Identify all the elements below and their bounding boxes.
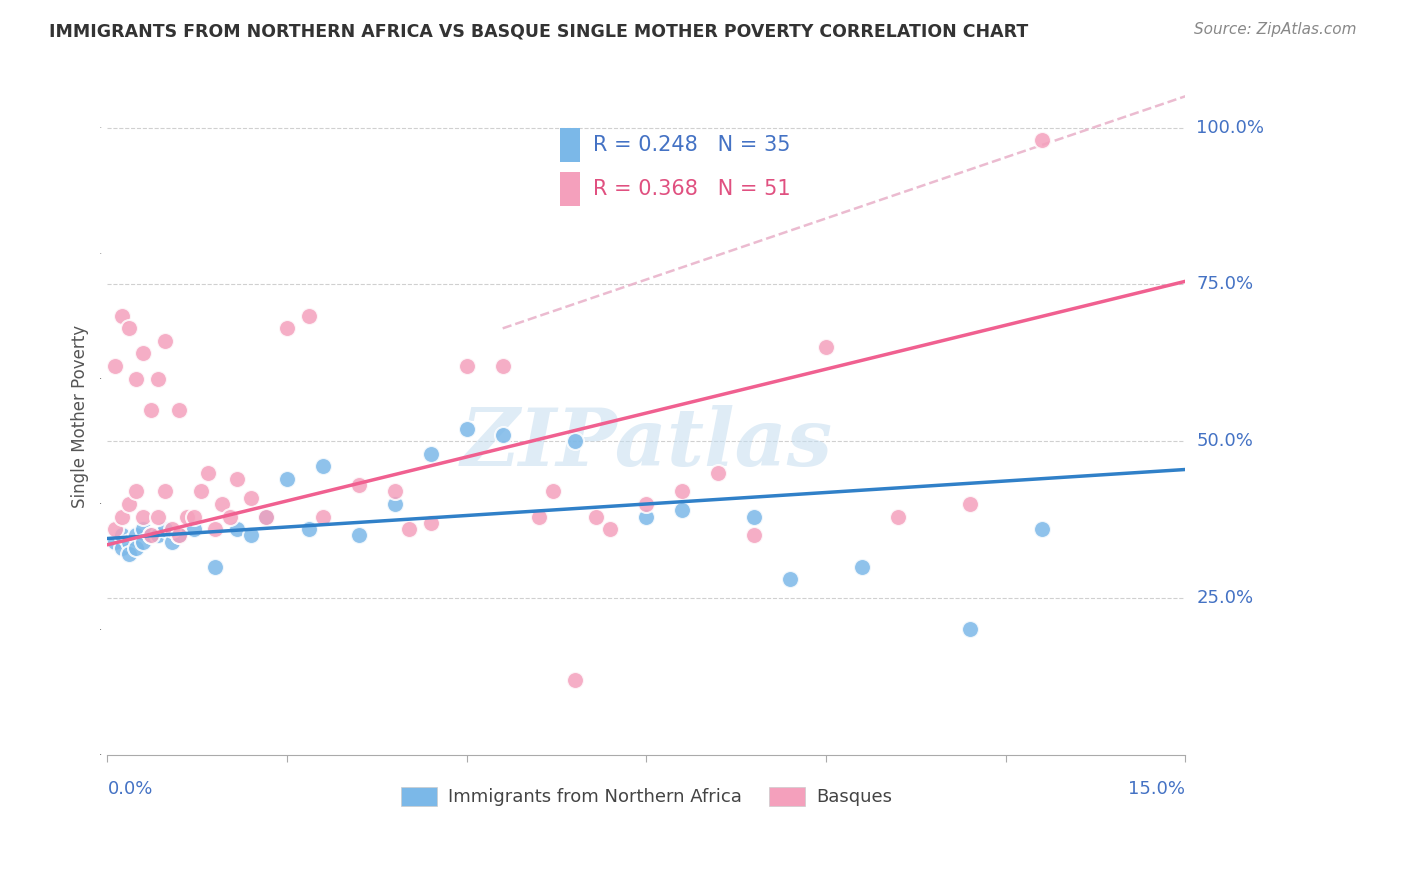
Point xyxy=(183,522,205,536)
Point xyxy=(347,528,370,542)
Point xyxy=(176,509,198,524)
Point xyxy=(742,528,765,542)
Text: 100.0%: 100.0% xyxy=(1197,119,1264,136)
Point xyxy=(139,528,162,542)
Point xyxy=(160,522,183,536)
Point xyxy=(190,484,212,499)
Point xyxy=(111,528,134,542)
Point xyxy=(169,528,191,542)
Legend: Immigrants from Northern Africa, Basques: Immigrants from Northern Africa, Basques xyxy=(394,780,898,814)
Text: 50.0%: 50.0% xyxy=(1197,433,1253,450)
Text: R = 0.248   N = 35: R = 0.248 N = 35 xyxy=(592,136,790,155)
Point xyxy=(153,522,176,536)
Text: 75.0%: 75.0% xyxy=(1197,276,1254,293)
Point xyxy=(456,422,478,436)
Point xyxy=(111,309,134,323)
Point xyxy=(132,509,155,524)
Point xyxy=(384,484,406,499)
Point xyxy=(118,547,141,561)
Point xyxy=(225,522,247,536)
Point xyxy=(585,509,607,524)
Point xyxy=(183,509,205,524)
Point xyxy=(146,528,169,542)
Text: 15.0%: 15.0% xyxy=(1129,780,1185,797)
Point xyxy=(384,497,406,511)
Point xyxy=(887,509,910,524)
Point xyxy=(1031,133,1053,147)
Point xyxy=(218,509,240,524)
Y-axis label: Single Mother Poverty: Single Mother Poverty xyxy=(72,325,89,508)
Point xyxy=(492,359,515,373)
Point xyxy=(298,309,321,323)
Point xyxy=(197,466,219,480)
Point xyxy=(132,522,155,536)
Point xyxy=(104,534,127,549)
Text: 0.0%: 0.0% xyxy=(107,780,153,797)
Point xyxy=(118,321,141,335)
Point xyxy=(160,534,183,549)
Point xyxy=(169,403,191,417)
Point xyxy=(125,371,148,385)
Point xyxy=(541,484,564,499)
Point xyxy=(104,359,127,373)
Point xyxy=(139,528,162,542)
Point xyxy=(139,403,162,417)
Point xyxy=(599,522,621,536)
Point xyxy=(398,522,420,536)
Point xyxy=(153,334,176,348)
Point xyxy=(707,466,730,480)
Point xyxy=(456,359,478,373)
Point xyxy=(671,503,693,517)
Point xyxy=(276,321,298,335)
Point xyxy=(636,497,658,511)
Text: ZIPatlas: ZIPatlas xyxy=(460,404,832,482)
Point xyxy=(851,559,873,574)
Point xyxy=(118,497,141,511)
Point xyxy=(225,472,247,486)
Point xyxy=(204,522,226,536)
Point xyxy=(671,484,693,499)
Point xyxy=(111,541,134,555)
Point xyxy=(153,484,176,499)
Point xyxy=(419,516,441,530)
Point xyxy=(347,478,370,492)
Point xyxy=(125,484,148,499)
Point xyxy=(564,434,586,449)
Point xyxy=(169,528,191,542)
Point xyxy=(419,447,441,461)
Point xyxy=(276,472,298,486)
Text: IMMIGRANTS FROM NORTHERN AFRICA VS BASQUE SINGLE MOTHER POVERTY CORRELATION CHAR: IMMIGRANTS FROM NORTHERN AFRICA VS BASQU… xyxy=(49,22,1028,40)
Point xyxy=(959,497,981,511)
Point xyxy=(254,509,277,524)
Point xyxy=(815,340,838,354)
Point xyxy=(211,497,233,511)
Point xyxy=(492,428,515,442)
Point xyxy=(1031,522,1053,536)
Point xyxy=(204,559,226,574)
Point xyxy=(240,528,263,542)
Point xyxy=(104,522,127,536)
Point xyxy=(312,509,335,524)
Point xyxy=(564,673,586,687)
Point xyxy=(118,534,141,549)
Point xyxy=(111,509,134,524)
Point xyxy=(298,522,321,536)
Point xyxy=(742,509,765,524)
Point xyxy=(146,371,169,385)
Point xyxy=(254,509,277,524)
Point xyxy=(146,509,169,524)
Point xyxy=(959,623,981,637)
Point xyxy=(125,528,148,542)
Point xyxy=(527,509,550,524)
Point xyxy=(779,572,801,586)
Point xyxy=(636,509,658,524)
Text: 25.0%: 25.0% xyxy=(1197,589,1254,607)
Point xyxy=(132,346,155,360)
Point xyxy=(312,459,335,474)
Text: Source: ZipAtlas.com: Source: ZipAtlas.com xyxy=(1194,22,1357,37)
Point xyxy=(132,534,155,549)
Text: R = 0.368   N = 51: R = 0.368 N = 51 xyxy=(592,179,790,199)
Point xyxy=(125,541,148,555)
Point xyxy=(240,491,263,505)
